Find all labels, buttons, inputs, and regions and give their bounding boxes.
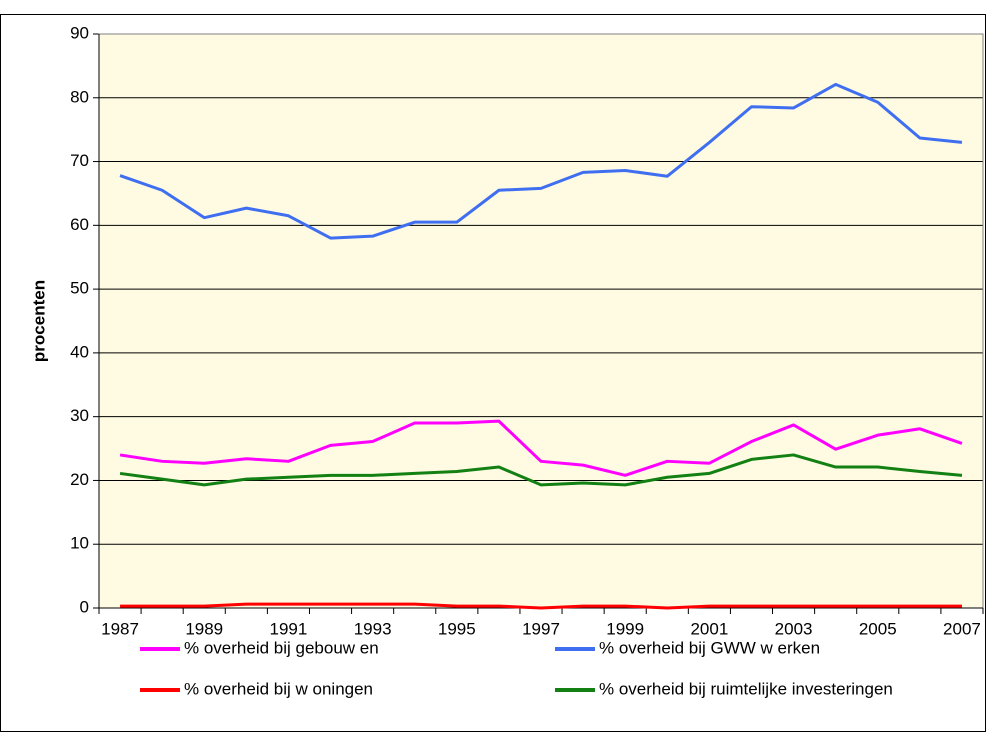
x-tick-label: 1997 — [522, 619, 560, 638]
y-tick-label: 70 — [70, 151, 89, 170]
legend-label: % overheid bij GWW w erken — [599, 638, 820, 657]
line-series — [119, 419, 963, 477]
line-series — [119, 453, 963, 487]
x-tick-label: 1993 — [354, 619, 392, 638]
x-tick-label: 1991 — [270, 619, 308, 638]
y-tick-label: 10 — [70, 534, 89, 553]
x-tick-label: 2005 — [859, 619, 897, 638]
y-tick-label: 40 — [70, 342, 89, 361]
y-tick-label: 0 — [80, 597, 89, 616]
legend-label: % overheid bij ruimtelijke investeringen — [599, 679, 893, 698]
y-tick-label: 50 — [70, 279, 89, 298]
y-tick-label: 90 — [70, 23, 89, 42]
x-tick-label: 1987 — [101, 619, 139, 638]
y-tick-label: 60 — [70, 215, 89, 234]
y-axis-label: procenten — [29, 280, 48, 362]
legend-label: % overheid bij w oningen — [184, 679, 373, 698]
y-tick-label: 30 — [70, 406, 89, 425]
x-tick-label: 1995 — [438, 619, 476, 638]
x-tick-label: 1999 — [606, 619, 644, 638]
x-tick-label: 1989 — [185, 619, 223, 638]
line-series — [119, 82, 963, 240]
x-tick-label: 2001 — [690, 619, 728, 638]
plot-area — [99, 34, 983, 608]
x-tick-label: 2003 — [775, 619, 813, 638]
x-tick-label: 2007 — [943, 619, 981, 638]
y-tick-label: 20 — [70, 470, 89, 489]
line-series — [120, 602, 962, 610]
legend-label: % overheid bij gebouw en — [184, 638, 379, 657]
y-tick-label: 80 — [70, 87, 89, 106]
